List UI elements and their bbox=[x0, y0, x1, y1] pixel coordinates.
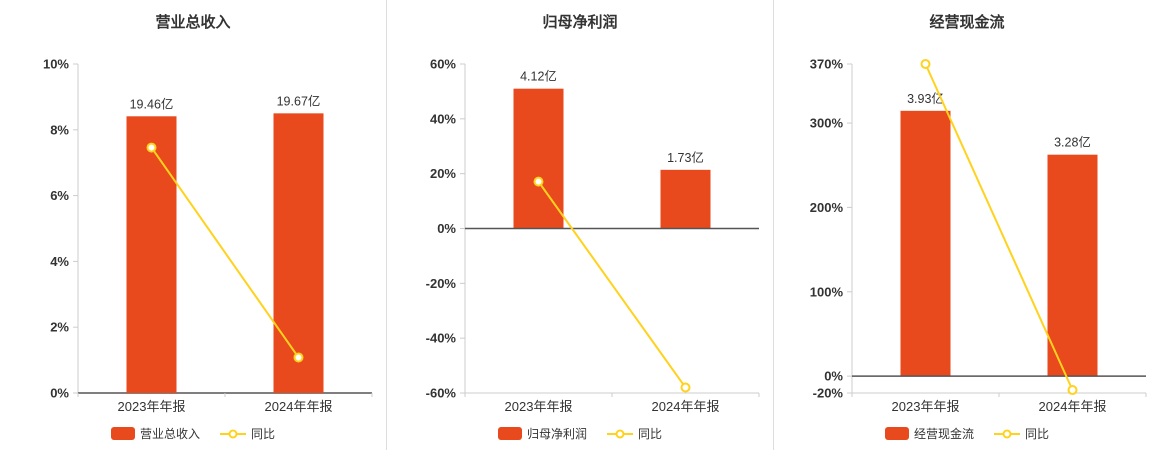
y-tick-label: 4% bbox=[50, 254, 69, 269]
yoy-line bbox=[150, 146, 300, 359]
legend-line-label: 同比 bbox=[638, 427, 663, 441]
category-label: 2024年年报 bbox=[265, 399, 333, 414]
line-marker-icon bbox=[1002, 429, 1012, 438]
category-label: 2024年年报 bbox=[1039, 399, 1107, 414]
legend-bar-label: 经营现金流 bbox=[913, 427, 974, 441]
legend-line-label: 同比 bbox=[251, 427, 276, 441]
y-tick-label: 6% bbox=[50, 188, 69, 203]
legend-item-bar[interactable]: 营业总收入 bbox=[110, 425, 200, 442]
y-tick-label: -60% bbox=[426, 386, 457, 401]
bar-value-label: 3.93亿 bbox=[907, 91, 944, 106]
legend-bar-label: 归母净利润 bbox=[526, 427, 587, 441]
line-marker bbox=[293, 352, 304, 363]
chart-title: 营业总收入 bbox=[155, 14, 231, 31]
y-tick-label: 8% bbox=[50, 122, 69, 137]
y-tick-label: 200% bbox=[810, 200, 844, 215]
legend-item-bar[interactable]: 经营现金流 bbox=[884, 425, 974, 442]
y-tick-label: 40% bbox=[430, 111, 456, 126]
yoy-line bbox=[537, 181, 687, 389]
y-tick-label: 0% bbox=[437, 221, 456, 236]
legend-bar-label: 营业总收入 bbox=[139, 427, 200, 441]
revenue-chart: 0% 2% 4% 6% 8% 10% 2023年年报 2024年年报 19.46亿 19.67亿 bbox=[43, 57, 373, 414]
y-tick-label: -20% bbox=[426, 276, 457, 291]
line-marker-icon bbox=[615, 429, 625, 438]
line-swatch-icon bbox=[994, 429, 1020, 438]
line-marker bbox=[920, 59, 931, 69]
bar-swatch-icon bbox=[110, 427, 135, 440]
y-tick-label: 0% bbox=[824, 369, 843, 384]
legend: 归母净利润 同比 bbox=[497, 425, 662, 442]
panel-revenue: 营业总收入 0% 2% 4% 6% 8% 10% 2023年年报 2024年年报 19.46亿 1… bbox=[0, 0, 386, 450]
line-swatch-icon bbox=[220, 429, 246, 438]
panel-net-profit: 归母净利润 -60% -40% -20% 0% 20% 40% 60% 2023年年报 2024… bbox=[386, 0, 773, 450]
legend-item-line[interactable]: 同比 bbox=[607, 425, 662, 442]
line-marker bbox=[533, 176, 544, 187]
bar bbox=[900, 110, 951, 377]
bar bbox=[660, 169, 711, 229]
legend-line-label: 同比 bbox=[1025, 427, 1050, 441]
category-label: 2023年年报 bbox=[505, 399, 573, 414]
bar-swatch-icon bbox=[497, 427, 522, 440]
legend-item-line[interactable]: 同比 bbox=[994, 425, 1049, 442]
legend: 营业总收入 同比 bbox=[110, 425, 275, 442]
cash-flow-chart: -20% 0% 100% 200% 300% 370% 2023年年报 2024年年报 3.93… bbox=[810, 57, 1147, 414]
net-profit-chart: -60% -40% -20% 0% 20% 40% 60% 2023年年报 2024年年报 4.1… bbox=[426, 57, 760, 414]
y-tick-label: 0% bbox=[50, 386, 69, 401]
legend: 经营现金流 同比 bbox=[884, 425, 1049, 442]
line-marker-icon bbox=[228, 429, 238, 438]
line-marker bbox=[1067, 385, 1078, 396]
category-label: 2023年年报 bbox=[118, 399, 186, 414]
chart-title: 归母净利润 bbox=[542, 14, 618, 31]
line-marker bbox=[146, 142, 157, 153]
y-tick-label: -20% bbox=[813, 386, 844, 401]
y-tick-label: 2% bbox=[50, 320, 69, 335]
chart-title: 经营现金流 bbox=[929, 14, 1005, 31]
y-tick-label: 100% bbox=[810, 284, 844, 299]
category-label: 2023年年报 bbox=[892, 399, 960, 414]
legend-item-bar[interactable]: 归母净利润 bbox=[497, 425, 587, 442]
line-marker bbox=[680, 382, 691, 393]
bar bbox=[1047, 154, 1098, 377]
line-swatch-icon bbox=[607, 429, 633, 438]
bar-swatch-icon bbox=[884, 427, 909, 440]
y-tick-label: 60% bbox=[430, 57, 456, 72]
y-tick-label: 10% bbox=[43, 57, 69, 72]
panel-cash-flow: 经营现金流 -20% 0% 100% 200% 300% 370% 2023年年报 2024年… bbox=[773, 0, 1160, 450]
yoy-line bbox=[924, 63, 1074, 391]
bar-value-label: 19.46亿 bbox=[130, 96, 174, 111]
legend-item-line[interactable]: 同比 bbox=[220, 425, 275, 442]
category-label: 2024年年报 bbox=[652, 399, 720, 414]
y-tick-label: 300% bbox=[810, 116, 844, 131]
bar-value-label: 4.12亿 bbox=[520, 69, 557, 84]
y-tick-label: -40% bbox=[426, 331, 457, 346]
bar bbox=[126, 116, 177, 393]
bar-value-label: 3.28亿 bbox=[1054, 135, 1091, 150]
bar bbox=[273, 113, 324, 393]
y-tick-label: 370% bbox=[810, 57, 844, 72]
bar-value-label: 1.73亿 bbox=[667, 150, 704, 165]
bar-value-label: 19.67亿 bbox=[277, 93, 321, 108]
y-tick-label: 20% bbox=[430, 166, 456, 181]
